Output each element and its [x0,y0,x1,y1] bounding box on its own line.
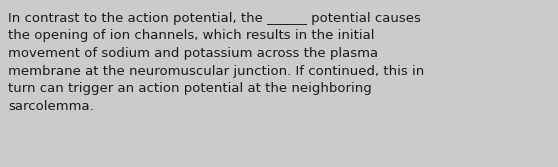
Text: In contrast to the action potential, the ______ potential causes
the opening of : In contrast to the action potential, the… [8,12,424,113]
